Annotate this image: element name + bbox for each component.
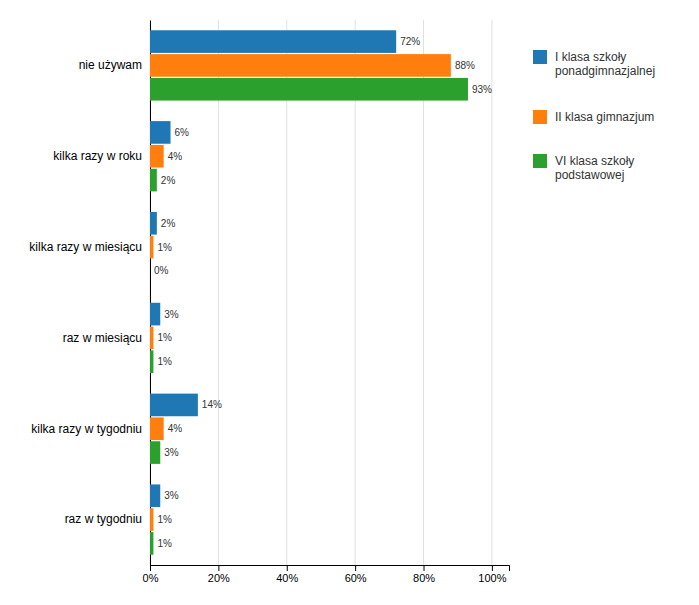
tick: 80%: [413, 565, 435, 584]
grid: [150, 20, 492, 565]
legend-label: I klasa szkołyponadgimnazjalnej: [555, 50, 655, 78]
tick-mark: [150, 565, 151, 571]
bar: [150, 327, 153, 350]
grid-line: [491, 20, 492, 565]
data-label: 1%: [157, 242, 172, 253]
grid-line: [286, 20, 287, 565]
data-label: 3%: [164, 309, 179, 320]
axis-line: [150, 21, 151, 566]
data-label: 2%: [161, 218, 176, 229]
legend-label-line: podstawowej: [555, 168, 624, 182]
data-label: 6%: [175, 127, 190, 138]
series: [150, 78, 468, 555]
bar: [150, 394, 198, 417]
data-label: 2%: [161, 175, 176, 186]
legend-label: VI klasa szkołypodstawowej: [555, 154, 634, 182]
tick: raz w tygodniu: [65, 512, 150, 526]
tick: kilka razy w roku: [53, 149, 150, 163]
tick: nie używam: [79, 58, 150, 72]
bar: [150, 260, 151, 283]
data-label: 4%: [168, 423, 183, 434]
data-label: 0%: [154, 265, 169, 276]
tick: 40%: [276, 565, 298, 584]
tick-label: kilka razy w roku: [53, 149, 142, 163]
data-label: 72%: [400, 36, 420, 47]
bar: [150, 54, 451, 77]
data-label: 1%: [157, 332, 172, 343]
tick-label: nie używam: [79, 58, 142, 72]
legend-item: I klasa szkołyponadgimnazjalnej: [533, 50, 655, 78]
tick-label: 20%: [208, 572, 230, 584]
tick-mark: [492, 565, 493, 571]
tick: 20%: [208, 565, 230, 584]
bar: [150, 121, 171, 144]
tick: 100%: [478, 565, 506, 584]
category-axis: nie używam kilka razy w roku kilka razy w …: [29, 21, 150, 566]
bar: [150, 484, 160, 507]
series: [150, 54, 451, 531]
tick-mark: [355, 565, 356, 571]
bar: [150, 212, 157, 235]
legend-label-line: I klasa szkoły: [555, 50, 626, 64]
tick: 60%: [345, 565, 367, 584]
legend-swatch: [533, 110, 547, 124]
tick-mark: [218, 565, 219, 571]
tick: kilka razy w tygodniu: [31, 422, 150, 436]
grid-line: [218, 20, 219, 565]
plot: 0% 20% 40% 60% 80% 100% nie używam kilka razy w…: [29, 20, 509, 584]
bars: [150, 30, 468, 554]
bar: [150, 417, 164, 440]
bar: [150, 441, 160, 464]
legend-swatch: [533, 50, 547, 64]
tick-mark: [424, 565, 425, 571]
data-label: 93%: [472, 84, 492, 95]
value-axis: 0% 20% 40% 60% 80% 100%: [143, 565, 510, 584]
bar: [150, 169, 157, 192]
legend-label-line: II klasa gimnazjum: [555, 110, 654, 124]
series: [150, 30, 396, 507]
legend: I klasa szkołyponadgimnazjalnej II klasa …: [533, 50, 655, 182]
legend-item: VI klasa szkołypodstawowej: [533, 154, 634, 182]
legend-label-line: VI klasa szkoły: [555, 154, 634, 168]
grid-line: [355, 20, 356, 565]
bar: [150, 532, 153, 555]
axis-line: [151, 566, 510, 572]
data-label: 3%: [164, 447, 179, 458]
data-labels: 72% 6% 2% 3% 14% 3% 88% 4% 1% 1% 4% 1% 93% 2% 0% 1% 3% 1%: [154, 36, 492, 549]
tick-label: 0%: [143, 572, 159, 584]
bar: [150, 303, 160, 326]
bar: [150, 350, 153, 373]
legend-swatch: [533, 154, 547, 168]
tick: raz w miesiącu: [63, 331, 150, 345]
grid-line: [150, 20, 151, 565]
bar: [150, 236, 153, 259]
data-label: 4%: [168, 151, 183, 162]
tick-label: kilka razy w miesiącu: [29, 240, 142, 254]
data-label: 14%: [202, 399, 222, 410]
tick: 0%: [143, 565, 159, 584]
data-label: 1%: [157, 514, 172, 525]
bar: [150, 508, 153, 531]
tick-label: 100%: [478, 572, 506, 584]
tick-label: raz w tygodniu: [65, 512, 142, 526]
bar: [150, 145, 164, 168]
data-label: 3%: [164, 490, 179, 501]
tick-label: 40%: [276, 572, 298, 584]
legend-label: II klasa gimnazjum: [555, 110, 654, 124]
data-label: 1%: [157, 356, 172, 367]
tick-label: 60%: [345, 572, 367, 584]
data-label: 1%: [157, 538, 172, 549]
bar: [150, 30, 396, 53]
tick-label: 80%: [413, 572, 435, 584]
grid-line: [423, 20, 424, 565]
bar: [150, 78, 468, 101]
legend-item: II klasa gimnazjum: [533, 110, 654, 124]
tick: kilka razy w miesiącu: [29, 240, 150, 254]
chart: 0% 20% 40% 60% 80% 100% nie używam kilka razy w…: [0, 0, 699, 605]
data-label: 88%: [455, 60, 475, 71]
legend-label-line: ponadgimnazjalnej: [555, 64, 655, 78]
tick-label: raz w miesiącu: [63, 331, 142, 345]
tick-label: kilka razy w tygodniu: [31, 422, 142, 436]
tick-mark: [287, 565, 288, 571]
